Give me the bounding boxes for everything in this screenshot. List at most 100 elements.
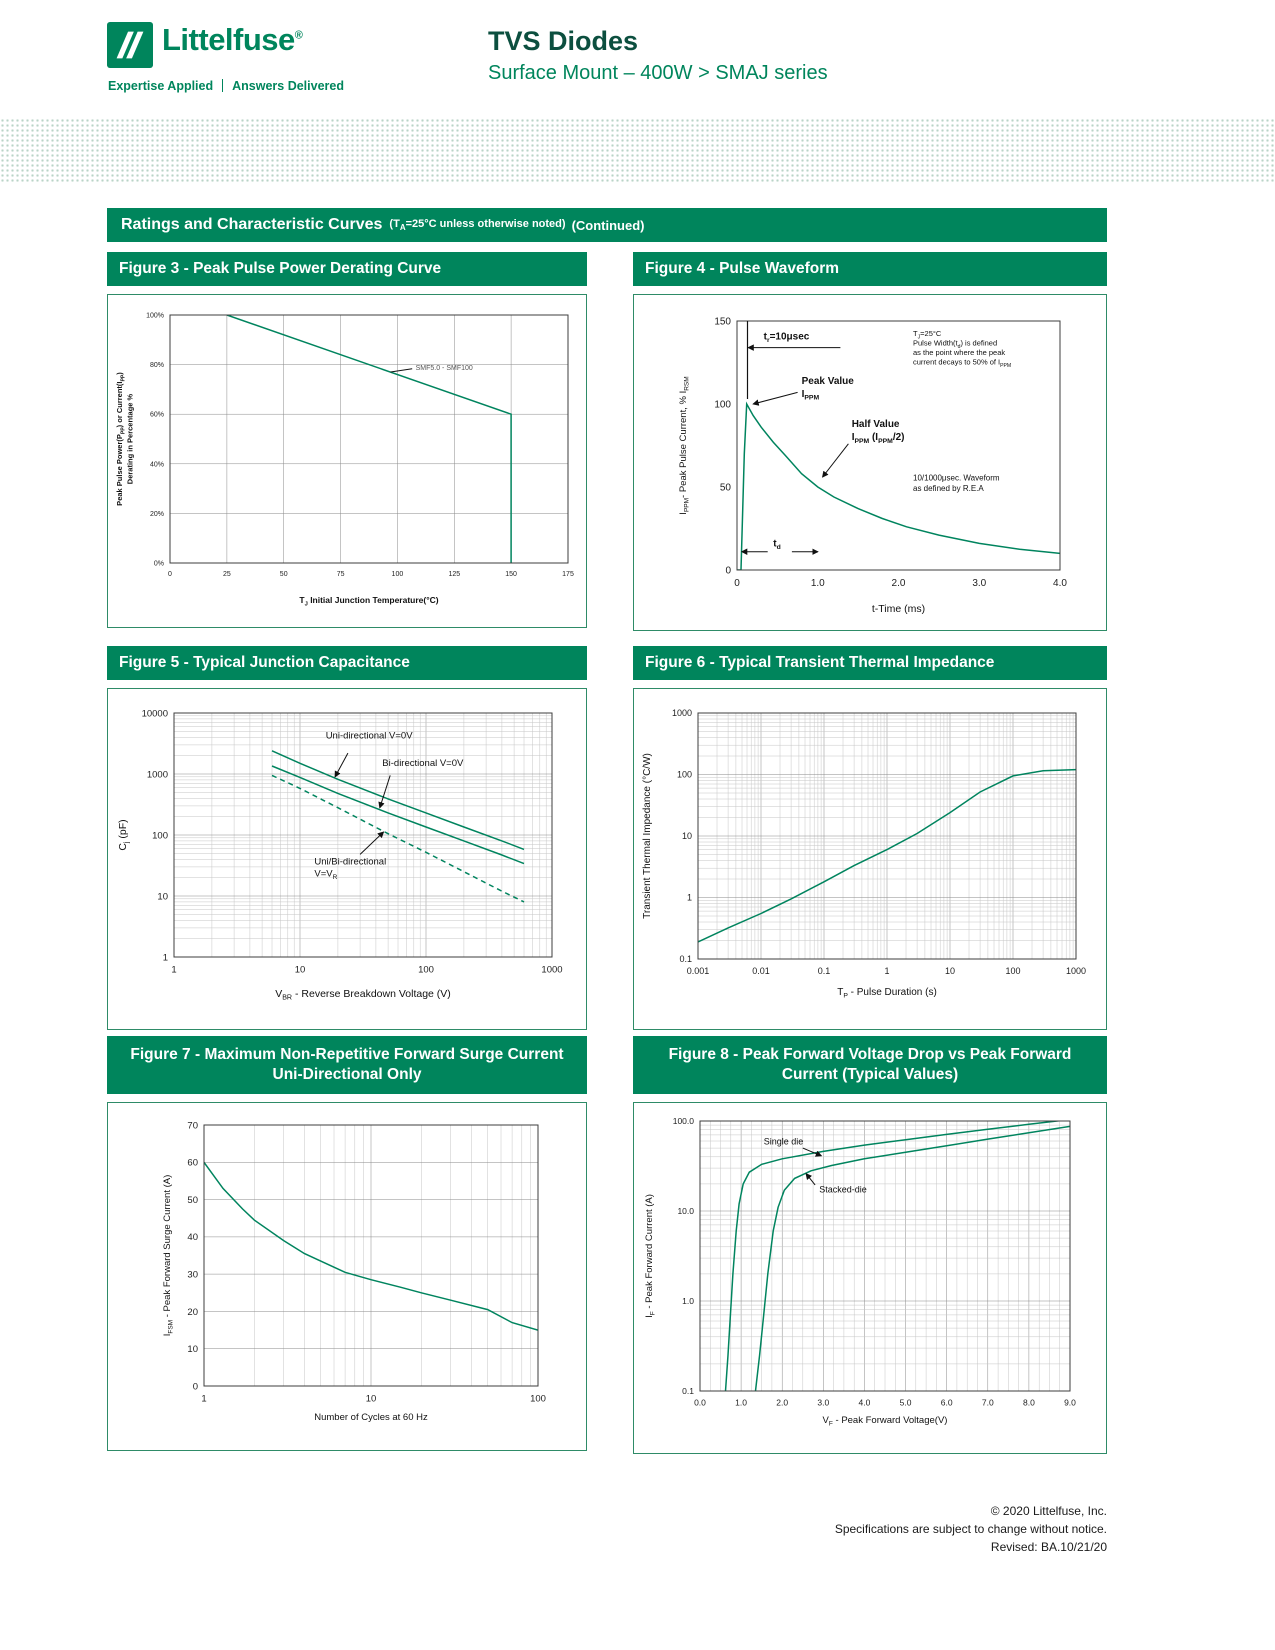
figure3-chart: 0 25 50 75 100 125 150 175 0% 20% 40% 60% 80% 100% TJ … — [107, 294, 587, 628]
svg-text:10: 10 — [945, 966, 955, 976]
svg-text:10: 10 — [187, 1344, 198, 1355]
svg-text:0.001: 0.001 — [687, 966, 710, 976]
svg-text:1000: 1000 — [1066, 966, 1086, 976]
svg-text:0: 0 — [193, 1381, 198, 1392]
svg-text:0: 0 — [725, 566, 731, 577]
svg-text:2.0: 2.0 — [892, 578, 906, 589]
footer-copyright: © 2020 Littelfuse, Inc. — [990, 1504, 1107, 1518]
svg-text:1.0: 1.0 — [682, 1296, 694, 1306]
svg-text:100: 100 — [1005, 966, 1020, 976]
fig7-series-0 — [204, 1161, 538, 1331]
figure5-chart: 1 10 100 1000 1 10 100 1000 10000 VBR - Reverse B… — [107, 688, 587, 1030]
fig4-series-0 — [737, 401, 1060, 570]
svg-text:Peak Value: Peak Value — [802, 376, 855, 387]
svg-text:Pulse Width(td) is defined: Pulse Width(td) is defined — [913, 338, 997, 350]
svg-text:t-Time (ms): t-Time (ms) — [872, 603, 925, 615]
svg-text:60: 60 — [187, 1158, 198, 1169]
svg-text:20%: 20% — [150, 511, 164, 518]
svg-text:150: 150 — [505, 571, 517, 578]
fig5-series-0 — [271, 750, 525, 851]
svg-text:40: 40 — [187, 1232, 198, 1243]
svg-text:10: 10 — [295, 965, 306, 976]
svg-text:td: td — [773, 538, 781, 551]
brand-wordmark: Littelfuse® — [162, 22, 303, 58]
svg-text:100.0: 100.0 — [673, 1116, 695, 1126]
svg-text:3.0: 3.0 — [972, 578, 986, 589]
svg-text:TP - Pulse Duration (s): TP - Pulse Duration (s) — [837, 987, 937, 1000]
fig7-svg: 1 10 100 0 10 20 30 40 50 60 70 Number of Cycles at… — [162, 1120, 546, 1423]
svg-text:6.0: 6.0 — [941, 1398, 953, 1408]
figure8-chart: 0.0 1.0 2.0 3.0 4.0 5.0 6.0 7.0 8.0 9.0 0.1 1.0 10.0… — [633, 1102, 1107, 1454]
svg-text:0: 0 — [168, 571, 172, 578]
svg-text:VBR - Reverse Breakdown Voltag: VBR - Reverse Breakdown Voltage (V) — [275, 988, 451, 1002]
figure7-panel: Figure 7 - Maximum Non-Repetitive Forwar… — [107, 1036, 587, 1451]
svg-text:IPPM (IPPM/2): IPPM (IPPM/2) — [852, 432, 905, 445]
svg-text:4.0: 4.0 — [858, 1398, 870, 1408]
section-header: Ratings and Characteristic Curves (TA=25… — [107, 208, 1107, 242]
svg-text:100: 100 — [418, 965, 434, 976]
section-continued: (Continued) — [571, 217, 645, 233]
svg-text:IPPM: IPPM — [802, 389, 820, 402]
svg-text:125: 125 — [448, 571, 460, 578]
registered-mark: ® — [294, 29, 303, 42]
svg-text:100: 100 — [677, 770, 692, 780]
document-subtitle: Surface Mount – 400W > SMAJ series — [488, 62, 828, 84]
figure6-panel: Figure 6 - Typical Transient Thermal Imp… — [633, 646, 1107, 1030]
figure6-chart: 0.001 0.01 0.1 1 10 100 1000 0.1 1 10 100 1000 TP - … — [633, 688, 1107, 1030]
figure7-title: Figure 7 - Maximum Non-Repetitive Forwar… — [107, 1036, 587, 1094]
svg-text:Cj (pF): Cj (pF) — [117, 819, 131, 850]
footer-revision: Revised: BA.10/21/20 — [990, 1540, 1107, 1554]
svg-text:2.0: 2.0 — [776, 1398, 788, 1408]
svg-text:Stacked-die: Stacked-die — [819, 1185, 867, 1195]
svg-text:0%: 0% — [154, 560, 164, 567]
fig5-series-1 — [271, 765, 525, 865]
svg-text:150: 150 — [714, 317, 731, 328]
svg-text:1000: 1000 — [147, 769, 168, 780]
page-footer: © 2020 Littelfuse, Inc. Specifications a… — [835, 1502, 1107, 1556]
footer-disclaimer: Specifications are subject to change wit… — [834, 1522, 1107, 1536]
svg-text:V=VR: V=VR — [314, 868, 337, 881]
brand-tagline: Expertise Applied Answers Delivered — [108, 79, 344, 93]
svg-text:1: 1 — [163, 952, 168, 963]
svg-text:25: 25 — [223, 571, 231, 578]
svg-text:50: 50 — [720, 483, 732, 494]
svg-text:70: 70 — [187, 1120, 198, 1131]
halftone-band — [0, 118, 1275, 184]
figure5-panel: Figure 5 - Typical Junction Capacitance … — [107, 646, 587, 1030]
svg-text:TJ Initial Junction Temperatur: TJ Initial Junction Temperature(°C) — [299, 595, 438, 608]
svg-text:TJ=25°C: TJ=25°C — [913, 329, 942, 341]
svg-text:50: 50 — [280, 571, 288, 578]
svg-text:10000: 10000 — [142, 708, 168, 719]
svg-text:IFSM - Peak Forward Surge Curr: IFSM - Peak Forward Surge Current (A) — [162, 1175, 175, 1337]
figure4-chart: 0 1.0 2.0 3.0 4.0 0 50 100 150 t-Time (ms) IPPM- P… — [633, 294, 1107, 631]
svg-text:75: 75 — [337, 571, 345, 578]
svg-text:0.1: 0.1 — [682, 1386, 694, 1396]
svg-text:Single die: Single die — [764, 1136, 804, 1146]
svg-text:8.0: 8.0 — [1023, 1398, 1035, 1408]
svg-text:7.0: 7.0 — [982, 1398, 994, 1408]
svg-text:100%: 100% — [146, 312, 164, 319]
svg-text:100: 100 — [152, 830, 168, 841]
svg-text:Peak Pulse Power(PPP) or Curre: Peak Pulse Power(PPP) or Current(IPP) — [115, 372, 127, 506]
svg-text:0.0: 0.0 — [694, 1398, 706, 1408]
svg-text:60%: 60% — [150, 412, 164, 419]
svg-text:current decays to 50% of IPPM: current decays to 50% of IPPM — [913, 357, 1011, 369]
document-title: TVS Diodes — [488, 26, 639, 56]
svg-text:0.1: 0.1 — [679, 954, 692, 964]
svg-text:0.1: 0.1 — [818, 966, 831, 976]
svg-text:80%: 80% — [150, 362, 164, 369]
svg-text:4.0: 4.0 — [1053, 578, 1067, 589]
svg-text:1: 1 — [201, 1394, 206, 1405]
svg-text:175: 175 — [562, 571, 574, 578]
fig8-series-0 — [724, 1121, 1064, 1391]
svg-text:as the point where the peak: as the point where the peak — [913, 348, 1005, 357]
fig5-svg: 1 10 100 1000 1 10 100 1000 10000 VBR - Reverse B… — [117, 708, 563, 1002]
fig3-series-0 — [226, 315, 512, 563]
fig8-series-1 — [754, 1125, 1070, 1391]
svg-text:1.0: 1.0 — [735, 1398, 747, 1408]
svg-text:Transient Thermal Impedance (°: Transient Thermal Impedance (°C/W) — [642, 753, 653, 919]
svg-text:1: 1 — [171, 965, 176, 976]
svg-text:100: 100 — [392, 571, 404, 578]
svg-text:10: 10 — [366, 1394, 377, 1405]
